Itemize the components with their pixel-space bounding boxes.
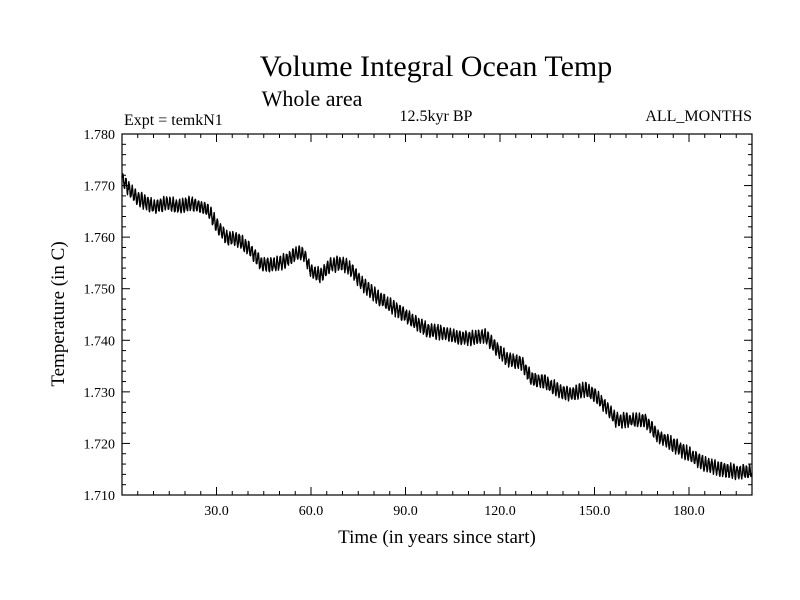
y-tick-label: 1.740	[84, 334, 116, 349]
x-tick-label: 30.0	[204, 504, 229, 519]
experiment-label: Expt = temkN1	[124, 112, 223, 129]
y-axis-label: Temperature (in C)	[48, 241, 69, 386]
x-axis-label: Time (in years since start)	[338, 527, 536, 548]
y-tick-label: 1.750	[84, 283, 116, 298]
x-tick-label: 90.0	[393, 504, 418, 519]
y-tick-label: 1.710	[84, 489, 116, 504]
chart-title: Volume Integral Ocean Temp	[260, 50, 613, 83]
chart-subtitle: Whole area	[262, 86, 363, 111]
period-label: 12.5kyr BP	[400, 108, 473, 125]
y-tick-label: 1.720	[84, 437, 116, 452]
x-tick-label: 60.0	[299, 504, 324, 519]
y-tick-label: 1.780	[84, 128, 116, 143]
y-tick-label: 1.730	[84, 386, 116, 401]
y-tick-label: 1.760	[84, 231, 116, 246]
y-tick-label: 1.770	[84, 180, 116, 195]
y-axis: 1.710 1.720 1.730 1.740 1.750 1.760 1.770 1.780	[84, 128, 752, 504]
x-tick-label: 180.0	[673, 504, 705, 519]
series-layer	[121, 173, 753, 481]
x-tick-label: 120.0	[484, 504, 516, 519]
months-label: ALL_MONTHS	[645, 108, 752, 125]
x-tick-label: 150.0	[579, 504, 611, 519]
x-axis: 30.0 60.0 90.0 120.0 150.0 180.0	[137, 134, 737, 519]
series-line	[121, 173, 753, 481]
